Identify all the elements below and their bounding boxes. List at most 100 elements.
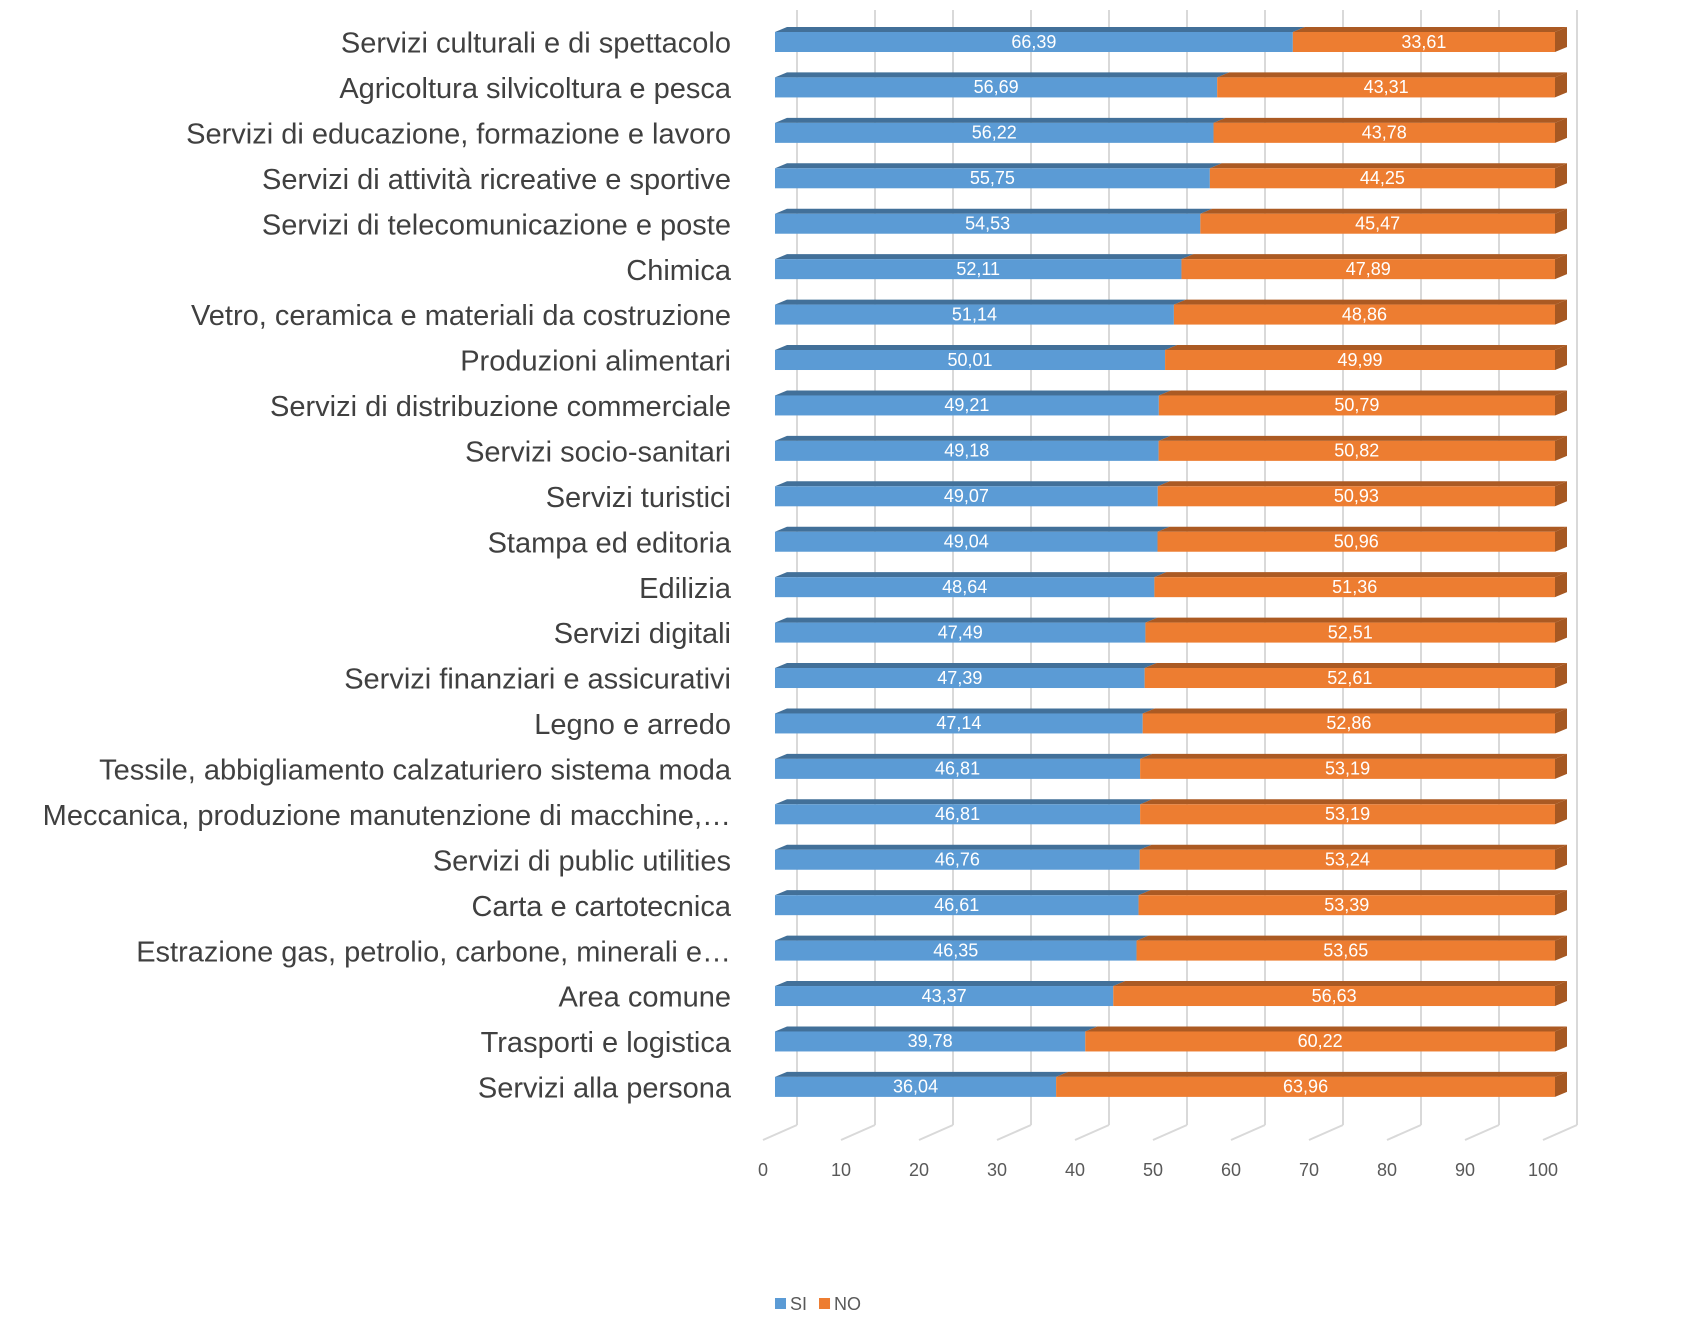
bar-top xyxy=(1157,526,1567,532)
bar xyxy=(1056,1076,1555,1097)
bar-top xyxy=(1200,208,1567,214)
bar xyxy=(775,168,1210,189)
bar xyxy=(775,804,1141,825)
bar-top xyxy=(1173,299,1567,305)
category-label: Trasporti e logistica xyxy=(481,1027,732,1059)
x-tick-label: 90 xyxy=(1455,1160,1475,1180)
category-label: Edilizia xyxy=(639,573,732,605)
floor-line xyxy=(1152,1124,1188,1141)
value-label: 46,35 xyxy=(933,940,978,960)
bar-top xyxy=(775,981,1126,987)
x-tick-label: 50 xyxy=(1143,1160,1163,1180)
bar-top xyxy=(1181,254,1567,260)
floor-line xyxy=(996,1124,1032,1141)
bar-top xyxy=(775,117,1226,123)
bar-side xyxy=(1555,435,1567,461)
value-label: 48,86 xyxy=(1342,304,1387,324)
bar-side xyxy=(1555,1026,1567,1052)
value-label: 44,25 xyxy=(1360,168,1405,188)
category-label: Carta e cartotecnica xyxy=(471,891,731,923)
bar-side xyxy=(1555,572,1567,598)
bar xyxy=(1157,486,1555,507)
category-label: Meccanica, produzione manutenzione di ma… xyxy=(43,800,731,832)
bar xyxy=(1113,986,1555,1007)
value-label: 48,64 xyxy=(942,577,987,597)
value-label: 46,81 xyxy=(935,759,980,779)
value-label: 54,53 xyxy=(965,213,1010,233)
value-label: 50,93 xyxy=(1334,486,1379,506)
bar xyxy=(1145,622,1555,643)
bar xyxy=(1217,77,1555,98)
floor-line xyxy=(762,1124,798,1141)
bar xyxy=(775,849,1140,870)
bar-top xyxy=(775,935,1149,941)
x-tick-label: 40 xyxy=(1065,1160,1085,1180)
legend-label: NO xyxy=(834,1294,861,1314)
category-label: Legno e arredo xyxy=(534,709,731,741)
bar xyxy=(775,350,1166,371)
value-label: 52,86 xyxy=(1326,713,1371,733)
bar-side xyxy=(1555,345,1567,371)
category-label: Vetro, ceramica e materiali da costruzio… xyxy=(191,300,731,332)
category-label: Servizi digitali xyxy=(554,618,731,650)
bar-top xyxy=(1158,435,1567,441)
value-label: 49,04 xyxy=(944,531,989,551)
floor-line xyxy=(1542,1124,1578,1141)
value-label: 49,07 xyxy=(944,486,989,506)
bar-top xyxy=(775,753,1153,759)
bar-top xyxy=(775,435,1171,441)
bar-side xyxy=(1555,481,1567,507)
bar-top xyxy=(775,572,1167,578)
category-label: Servizi di telecomunicazione e poste xyxy=(262,209,731,241)
bar-top xyxy=(1139,844,1567,850)
category-label: Servizi di public utilities xyxy=(433,845,731,877)
bar xyxy=(1142,713,1555,734)
bar-side xyxy=(1555,753,1567,779)
value-label: 55,75 xyxy=(970,168,1015,188)
value-label: 33,61 xyxy=(1401,32,1446,52)
value-label: 51,14 xyxy=(952,304,997,324)
value-label: 53,19 xyxy=(1325,804,1370,824)
bar-top xyxy=(1144,663,1567,669)
bar-top xyxy=(1085,1026,1567,1032)
bar-top xyxy=(1154,572,1567,578)
bar xyxy=(775,77,1218,98)
category-label: Stampa ed editoria xyxy=(488,527,732,559)
bar-top xyxy=(1217,72,1567,78)
bar-top xyxy=(775,890,1151,896)
value-label: 47,39 xyxy=(937,668,982,688)
value-label: 56,69 xyxy=(974,77,1019,97)
bar-side xyxy=(1555,935,1567,961)
bar-top xyxy=(775,799,1153,805)
bar-top xyxy=(1136,935,1567,941)
bar xyxy=(1213,122,1555,143)
value-label: 49,21 xyxy=(944,395,989,415)
legend-label: SI xyxy=(790,1294,807,1314)
category-label: Servizi di attività ricreative e sportiv… xyxy=(262,164,731,196)
legend-swatch xyxy=(819,1298,831,1309)
x-tick-label: 20 xyxy=(909,1160,929,1180)
bar xyxy=(775,986,1114,1007)
bar xyxy=(1158,440,1555,461)
value-label: 50,82 xyxy=(1334,441,1379,461)
value-label: 45,47 xyxy=(1355,213,1400,233)
bar-top xyxy=(775,254,1194,260)
bar-side xyxy=(1555,844,1567,870)
bar xyxy=(775,940,1137,961)
bar xyxy=(1181,259,1555,280)
value-label: 52,51 xyxy=(1328,622,1373,642)
bar-top xyxy=(1209,163,1567,169)
category-label: Servizi finanziari e assicurativi xyxy=(344,664,731,696)
value-label: 60,22 xyxy=(1298,1031,1343,1051)
bar xyxy=(1154,577,1555,598)
x-tick-label: 0 xyxy=(758,1160,768,1180)
bar-side xyxy=(1555,799,1567,825)
value-label: 56,22 xyxy=(972,123,1017,143)
bar-side xyxy=(1555,117,1567,143)
bar xyxy=(775,259,1182,280)
bar-top xyxy=(1292,27,1567,32)
bar-top xyxy=(775,208,1213,214)
value-label: 47,89 xyxy=(1346,259,1391,279)
bar-top xyxy=(1213,117,1567,123)
